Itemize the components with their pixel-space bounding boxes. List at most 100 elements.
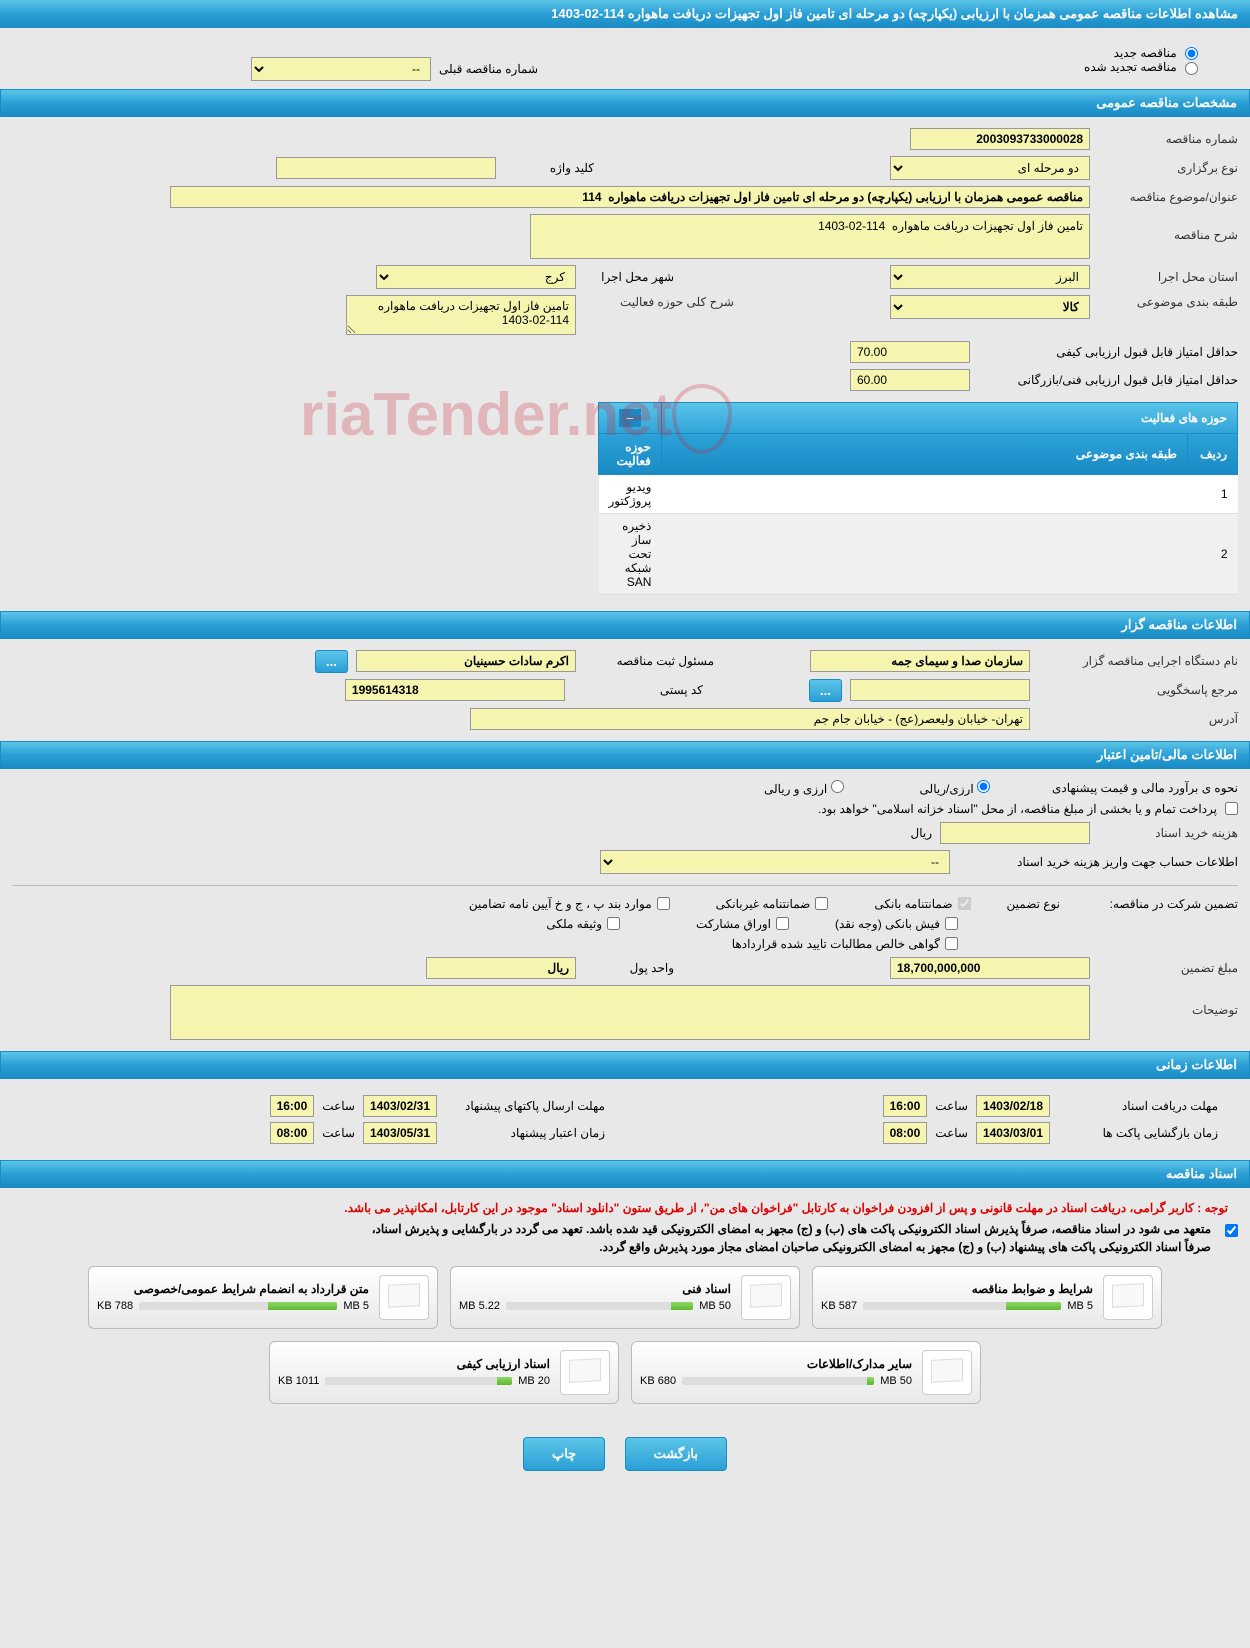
guarantee-amount-input[interactable] — [890, 957, 1090, 979]
keyword-input[interactable] — [276, 157, 496, 179]
doc-size: 587 KB — [821, 1300, 857, 1312]
type-select[interactable]: دو مرحله ای — [890, 156, 1090, 180]
min-quality-input[interactable] — [850, 341, 970, 363]
responder-lookup-button[interactable]: ... — [809, 679, 842, 702]
chk-net-claims[interactable] — [945, 937, 958, 950]
doc-quota: 5 MB — [343, 1300, 369, 1312]
chk-bank-receipt[interactable] — [945, 917, 958, 930]
min-tech-input[interactable] — [850, 369, 970, 391]
section-financial-header: اطلاعات مالی/تامین اعتبار — [0, 741, 1250, 769]
guarantee-title: تضمین شرکت در مناقصه: — [1068, 897, 1238, 911]
collapse-button[interactable]: − — [619, 409, 641, 427]
folder-icon — [1103, 1275, 1153, 1320]
notes-textarea[interactable] — [170, 985, 1090, 1040]
address-label: آدرس — [1038, 712, 1238, 726]
doc-card[interactable]: متن قرارداد به انضمام شرایط عمومی/خصوصی … — [88, 1266, 438, 1329]
doc-card[interactable]: سایر مدارک/اطلاعات 50 MB 680 KB — [631, 1341, 981, 1404]
commitment-checkbox[interactable] — [1225, 1224, 1238, 1237]
account-info-select[interactable]: -- — [600, 850, 950, 874]
folder-icon — [560, 1350, 610, 1395]
folder-icon — [379, 1275, 429, 1320]
keyword-label: کلید واژه — [504, 161, 594, 175]
back-button[interactable]: بازگشت — [625, 1437, 727, 1471]
org-input[interactable] — [810, 650, 1030, 672]
activity-table: حوزه های فعالیت − ردیف طبقه بندی موضوعی … — [598, 402, 1238, 595]
city-select[interactable]: کرج — [376, 265, 576, 289]
currency-unit-label: واحد پول — [584, 961, 674, 975]
chk-bonds[interactable] — [776, 917, 789, 930]
divider — [12, 885, 1238, 886]
opt-currency-radio[interactable] — [831, 780, 844, 793]
opening-time: 08:00 — [883, 1122, 928, 1144]
chk-property[interactable] — [607, 917, 620, 930]
activity-general-textarea[interactable] — [346, 295, 576, 335]
chk-nonbank[interactable] — [815, 897, 828, 910]
doc-size-bar — [139, 1302, 337, 1310]
prev-tender-select[interactable]: -- — [251, 57, 431, 81]
table-row: 2ذخیره ساز تحت شبکه SAN — [599, 513, 1238, 594]
proposal-send-label: مهلت ارسال پاکتهای پیشنهاد — [445, 1099, 605, 1113]
responder-input[interactable] — [850, 679, 1030, 701]
radio-renewed-tender-label: مناقصه تجدید شده — [1084, 60, 1198, 74]
col-activity: حوزه فعالیت — [599, 433, 662, 474]
doc-receive-time: 16:00 — [883, 1095, 928, 1117]
doc-size: 1011 KB — [278, 1375, 319, 1387]
radio-new-tender-label: مناقصه جدید — [1114, 46, 1198, 60]
radio-renewed-tender-text: مناقصه تجدید شده — [1084, 60, 1177, 74]
opt-currency-label: ارزی و ریالی — [764, 780, 844, 796]
notice-1: توجه : کاربر گرامی، دریافت اسناد در مهلت… — [12, 1196, 1238, 1220]
validity-time: 08:00 — [270, 1122, 315, 1144]
prev-tender-label: شماره مناقصه قبلی — [439, 62, 538, 76]
page-title: مشاهده اطلاعات مناقصه عمومی همزمان با ار… — [551, 6, 1238, 21]
doc-card[interactable]: اسناد ارزیابی کیفی 20 MB 1011 KB — [269, 1341, 619, 1404]
time-label-2: ساعت — [322, 1099, 355, 1113]
time-label-3: ساعت — [935, 1126, 968, 1140]
province-select[interactable]: البرز — [890, 265, 1090, 289]
radio-new-tender-text: مناقصه جدید — [1114, 46, 1177, 60]
chk-bylaw[interactable] — [657, 897, 670, 910]
doc-card[interactable]: شرایط و ضوابط مناقصه 5 MB 587 KB — [812, 1266, 1162, 1329]
desc-textarea[interactable] — [530, 214, 1090, 259]
desc-label: شرح مناقصه — [1098, 214, 1238, 242]
subject-class-select[interactable]: کالا — [890, 295, 1090, 319]
doc-card[interactable]: اسناد فنی 50 MB 5.22 MB — [450, 1266, 800, 1329]
section-timing-header: اطلاعات زمانی — [0, 1051, 1250, 1079]
time-label-4: ساعت — [322, 1126, 355, 1140]
postal-input[interactable] — [345, 679, 565, 701]
postal-label: کد پستی — [573, 683, 703, 697]
col-class: طبقه بندی موضوعی — [661, 433, 1187, 474]
min-quality-label: حداقل امتیاز قابل قبول ارزیابی کیفی — [978, 345, 1238, 359]
chk-net-claims-label: گواهی خالص مطالبات تایید شده قراردادها — [732, 937, 958, 951]
radio-new-tender[interactable] — [1185, 47, 1198, 60]
currency-unit-value: ریال — [426, 957, 576, 979]
account-info-label: اطلاعات حساب جهت واریز هزینه خرید اسناد — [958, 855, 1238, 869]
activity-table-title: حوزه های فعالیت — [661, 402, 1237, 433]
validity-date: 1403/05/31 — [363, 1122, 437, 1144]
doc-cost-input[interactable] — [940, 822, 1090, 844]
radio-renewed-tender[interactable] — [1185, 62, 1198, 75]
print-button[interactable]: چاپ — [523, 1437, 605, 1471]
treasury-checkbox[interactable] — [1225, 802, 1238, 815]
notes-label: توضیحات — [1098, 985, 1238, 1017]
col-row: ردیف — [1188, 433, 1238, 474]
time-label-1: ساعت — [935, 1099, 968, 1113]
address-input[interactable] — [470, 708, 1030, 730]
guarantee-amount-label: مبلغ تضمین — [1098, 961, 1238, 975]
doc-quota: 20 MB — [518, 1375, 550, 1387]
doc-size: 5.22 MB — [459, 1300, 500, 1312]
title-input[interactable] — [170, 186, 1090, 208]
opening-label: زمان بازگشایی پاکت ها — [1058, 1126, 1218, 1140]
chk-property-label: وثیقه ملکی — [546, 917, 620, 931]
folder-icon — [741, 1275, 791, 1320]
opt-rial-radio[interactable] — [977, 780, 990, 793]
notice-3: صرفاً اسناد الکترونیکی پاکت های پیشنهاد … — [362, 1238, 1221, 1256]
registrar-input[interactable] — [356, 650, 576, 672]
registrar-lookup-button[interactable]: ... — [315, 650, 348, 673]
province-label: استان محل اجرا — [1098, 270, 1238, 284]
org-label: نام دستگاه اجرایی مناقصه گزار — [1038, 654, 1238, 668]
chk-bank-guarantee[interactable] — [958, 897, 971, 910]
opt-rial-label: ارزی/ریالی — [920, 780, 990, 796]
doc-size-bar — [863, 1302, 1061, 1310]
section-documents-header: اسناد مناقصه — [0, 1160, 1250, 1188]
proposal-send-time: 16:00 — [270, 1095, 315, 1117]
